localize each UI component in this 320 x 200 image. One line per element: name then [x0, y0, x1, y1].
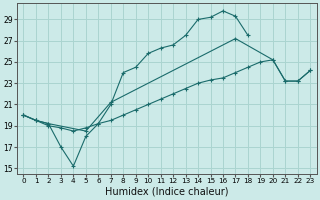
X-axis label: Humidex (Indice chaleur): Humidex (Indice chaleur) [105, 187, 229, 197]
